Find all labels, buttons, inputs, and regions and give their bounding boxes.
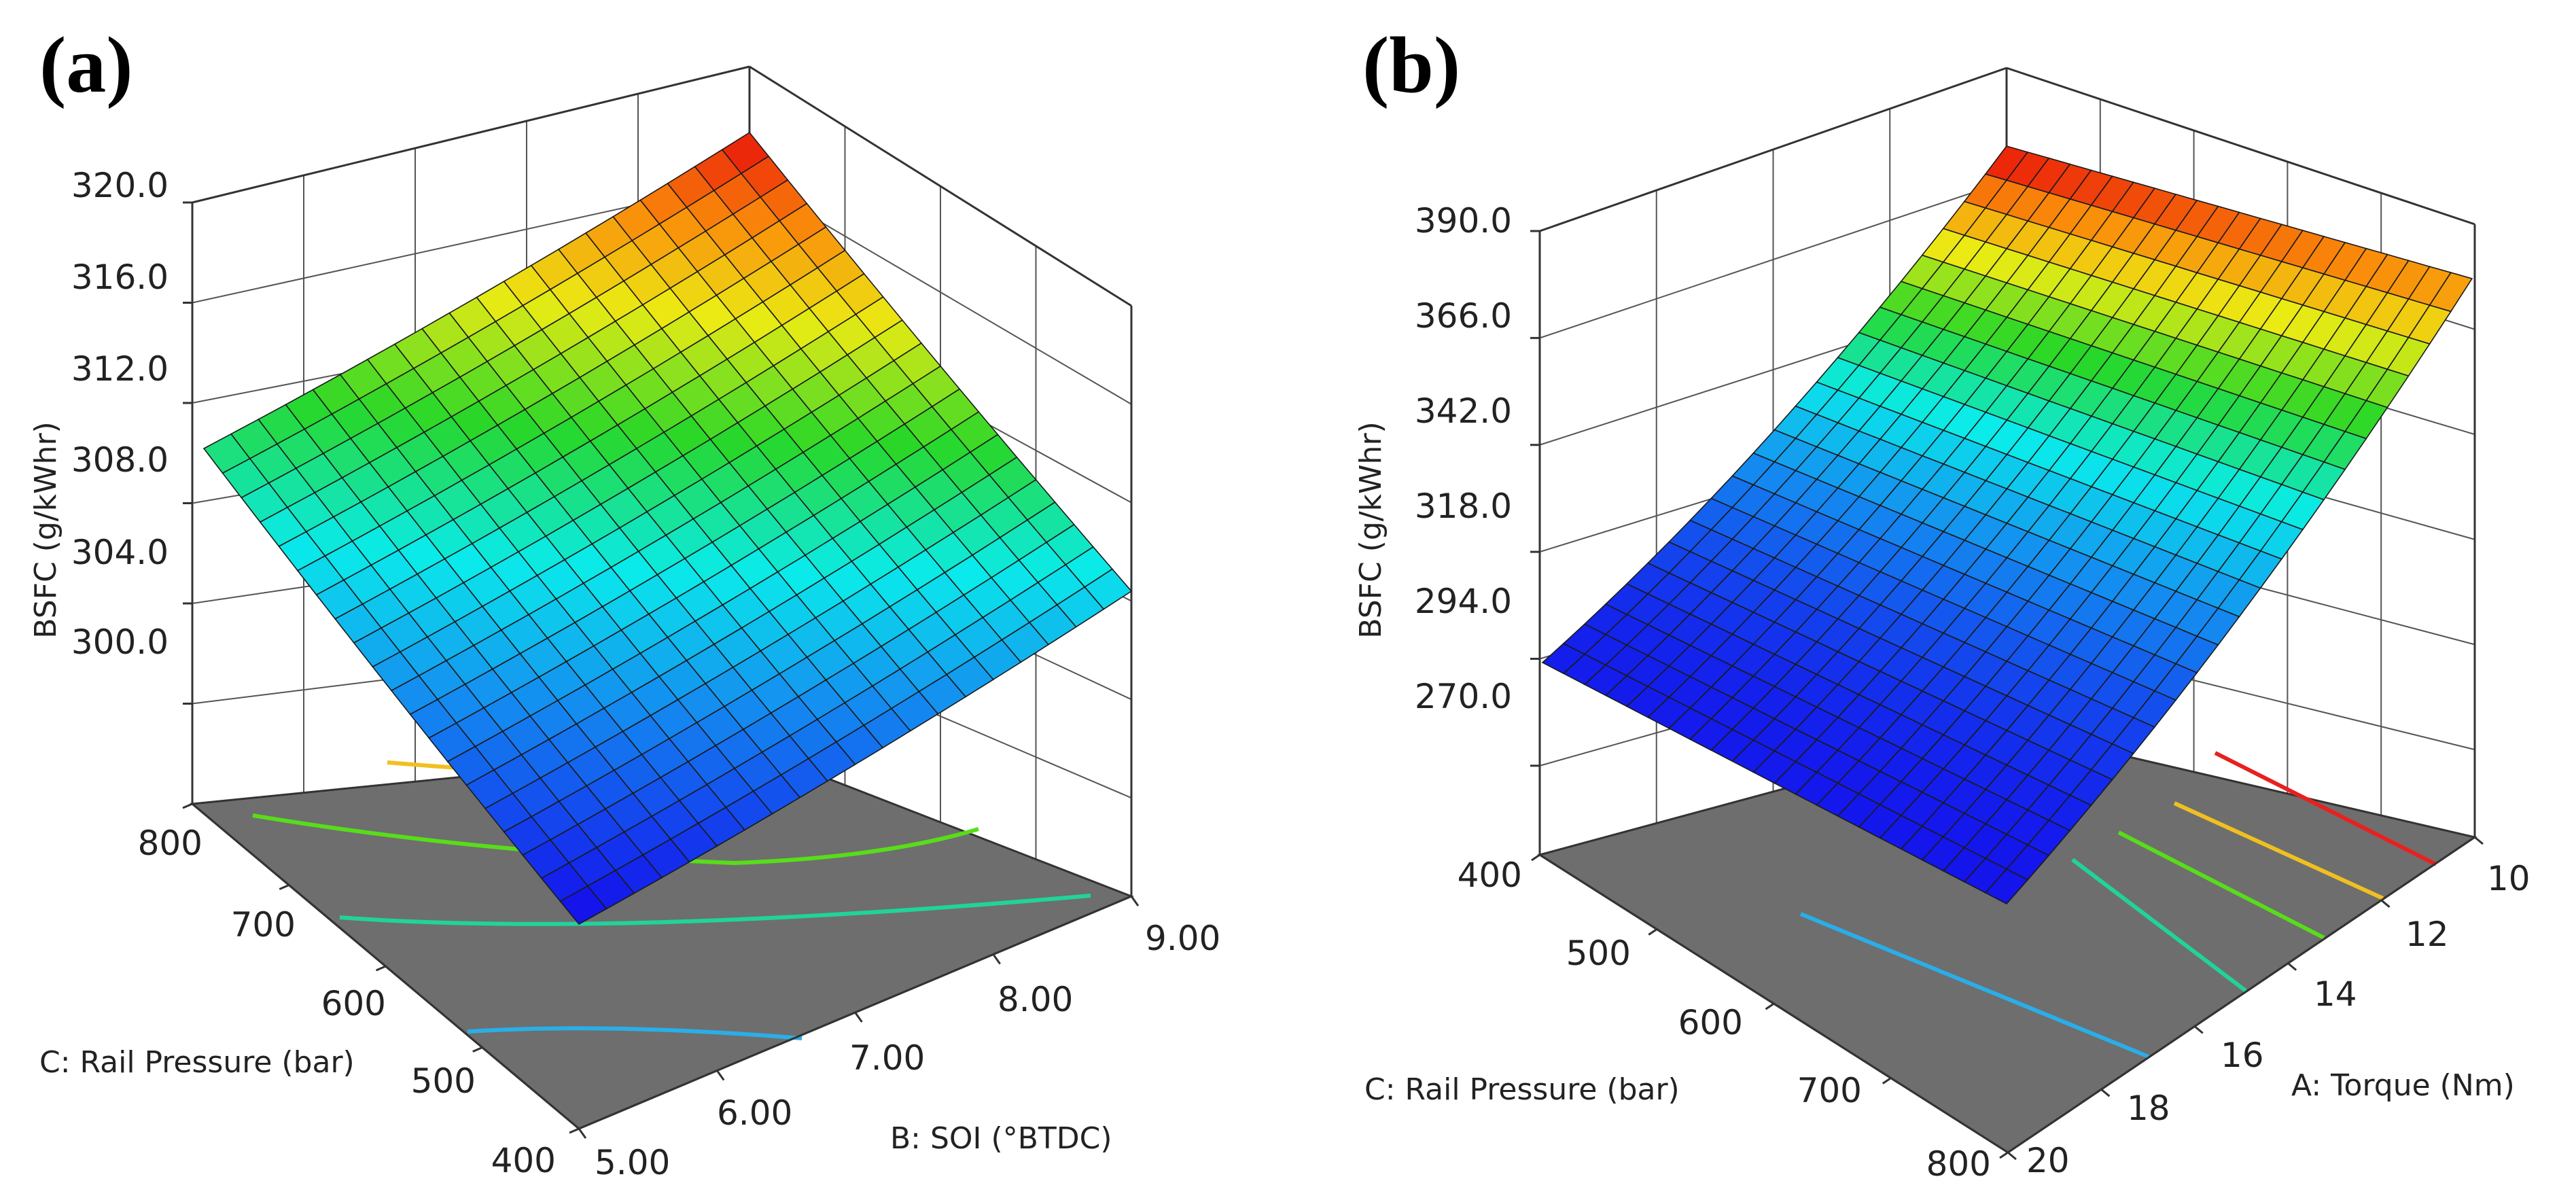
x-tick <box>2287 962 2297 971</box>
frame-line <box>192 65 750 204</box>
y-tick-label: 700 <box>231 905 296 945</box>
x-tick-label: 7.00 <box>849 1038 925 1078</box>
contour-blue <box>467 1026 802 1040</box>
frame-line <box>2007 836 2475 1154</box>
y-tick-label: 500 <box>411 1061 476 1101</box>
contour-red <box>2214 751 2437 866</box>
panel-a-tick-marks <box>182 201 1140 1139</box>
frame-line <box>2006 67 2475 226</box>
frame-line <box>1539 67 2007 232</box>
y-tick <box>472 1046 483 1053</box>
y-tick <box>569 1127 580 1134</box>
z-tick-label: 270.0 <box>1415 677 1512 716</box>
x-tick <box>2193 1025 2204 1034</box>
x-tick-label: 14 <box>2314 974 2357 1014</box>
panel-b-z-axis-label: BSFC (g/kWhr) <box>1354 421 1388 638</box>
y-tick <box>1531 853 1540 862</box>
y-tick-label: 600 <box>321 984 386 1023</box>
contour-yellow <box>2173 801 2384 900</box>
x-tick <box>578 1128 587 1139</box>
y-tick <box>375 965 387 972</box>
contour-green <box>2117 830 2325 940</box>
panel-b-floor-contours <box>1799 751 2437 1059</box>
y-tick-label: 800 <box>1926 1144 1991 1184</box>
panel-b-tick-marks <box>1530 230 2484 1161</box>
y-tick <box>279 884 289 890</box>
y-tick <box>1999 1151 2009 1159</box>
x-tick-label: 16 <box>2221 1036 2264 1075</box>
x-tick-label: 20 <box>2026 1141 2070 1180</box>
y-tick-label: 400 <box>491 1141 556 1180</box>
x-tick <box>992 953 1001 965</box>
z-tick-label: 300.0 <box>71 622 169 662</box>
x-tick <box>2474 836 2484 845</box>
z-tick-label: 316.0 <box>71 258 169 297</box>
panel-a-y-ticks: 400 500 600 700 800 <box>138 824 556 1180</box>
y-tick-label: 500 <box>1566 934 1631 973</box>
y-tick-label: 700 <box>1797 1071 1862 1110</box>
panel-a-y-axis-label: C: Rail Pressure (bar) <box>39 1045 355 1080</box>
y-tick <box>1765 1002 1775 1010</box>
panel-b-x-ticks: 10 12 14 16 18 20 <box>2026 859 2530 1180</box>
wall-grid-line <box>1539 180 2007 339</box>
y-tick <box>1648 928 1658 936</box>
panel-a-x-ticks: 5.00 6.00 7.00 8.00 9.00 <box>595 919 1220 1182</box>
contour-teal <box>339 894 1091 926</box>
panel-b-y-ticks: 400 500 600 700 800 <box>1458 856 1991 1184</box>
x-tick <box>2380 899 2390 908</box>
x-tick-label: 12 <box>2405 915 2449 954</box>
panel-a: (a) 300.0 304.0 308 <box>29 20 1220 1182</box>
x-tick <box>2100 1089 2111 1097</box>
panel-b-surface <box>1541 145 2473 904</box>
surface-cell <box>721 131 770 175</box>
x-tick-label: 9.00 <box>1145 919 1220 958</box>
panel-a-x-axis-label: B: SOI (°BTDC) <box>890 1121 1112 1156</box>
x-tick-label: 6.00 <box>717 1093 792 1133</box>
panel-b: (b) 270.0 294.0 318.0 342.0 366.0 <box>1354 20 2530 1184</box>
z-tick-label: 318.0 <box>1415 487 1512 526</box>
frame-line <box>749 65 1132 307</box>
panel-b-z-ticks: 270.0 294.0 318.0 342.0 366.0 390.0 <box>1415 201 1512 716</box>
panel-b-tag: (b) <box>1362 20 1460 109</box>
panel-a-z-axis-label: BSFC (g/kWhr) <box>29 421 63 638</box>
surface-cell <box>2429 272 2473 313</box>
z-tick-label: 366.0 <box>1415 296 1512 336</box>
x-tick <box>2007 1151 2017 1161</box>
contour-teal <box>2071 858 2247 993</box>
panel-a-tag: (a) <box>39 20 133 109</box>
z-tick-label: 308.0 <box>71 440 169 480</box>
x-tick-label: 8.00 <box>998 980 1073 1019</box>
panel-b-y-axis-label: C: Rail Pressure (bar) <box>1364 1072 1680 1107</box>
x-tick <box>854 1012 863 1023</box>
z-tick-label: 312.0 <box>71 349 169 389</box>
panel-b-x-axis-label: A: Torque (Nm) <box>2291 1068 2515 1103</box>
z-tick-label: 294.0 <box>1415 582 1512 621</box>
panel-a-z-ticks: 300.0 304.0 308.0 312.0 316.0 320.0 <box>71 166 169 662</box>
x-tick-label: 5.00 <box>595 1143 670 1182</box>
y-tick-label: 600 <box>1678 1003 1743 1042</box>
y-tick-label: 800 <box>138 824 202 863</box>
contour-blue <box>1799 912 2150 1059</box>
y-tick <box>182 803 193 809</box>
x-tick <box>716 1070 725 1081</box>
x-tick-label: 10 <box>2487 859 2530 898</box>
x-tick-label: 18 <box>2127 1089 2170 1128</box>
z-tick-label: 390.0 <box>1415 201 1512 241</box>
z-tick-label: 320.0 <box>71 166 169 205</box>
z-tick-label: 304.0 <box>71 533 169 572</box>
panel-a-surface <box>202 131 1133 926</box>
y-tick <box>1882 1077 1892 1085</box>
y-tick-label: 400 <box>1458 856 1522 895</box>
z-tick-label: 342.0 <box>1415 391 1512 431</box>
x-tick <box>1130 896 1140 906</box>
